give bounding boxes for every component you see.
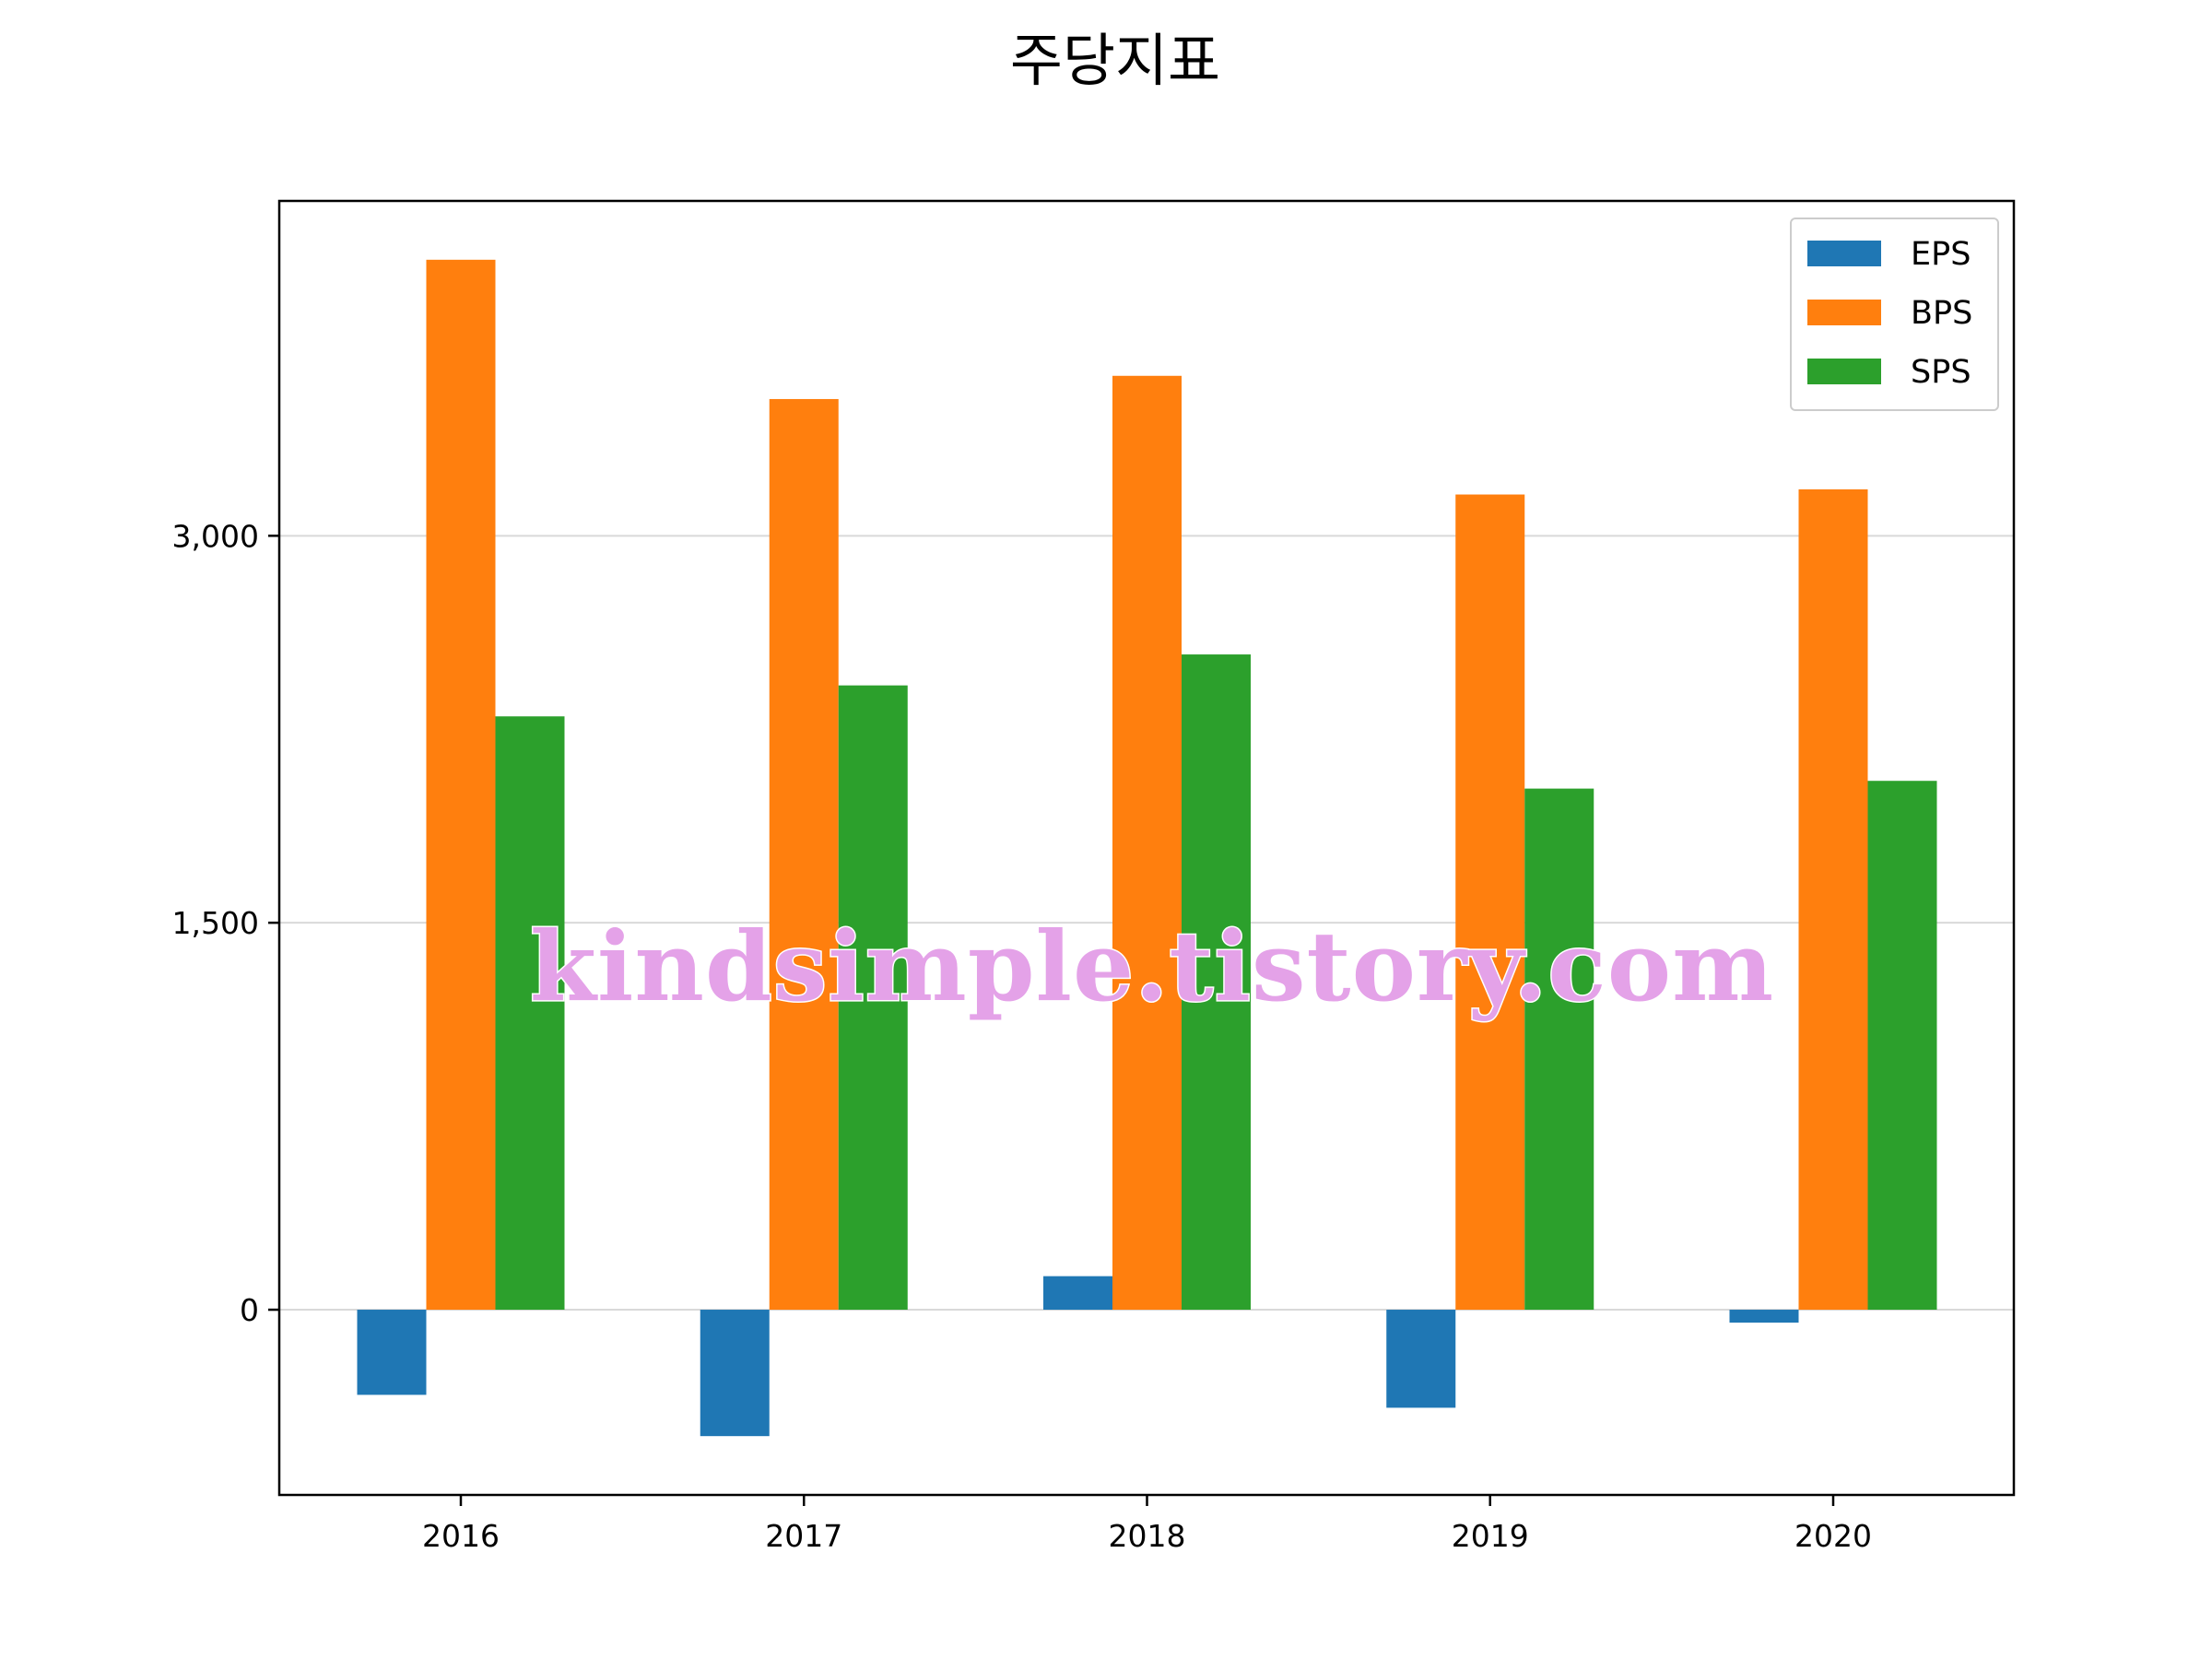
bar-bps-2019 xyxy=(1455,494,1525,1311)
bar-sps-2018 xyxy=(1182,654,1251,1311)
x-tick-label: 2020 xyxy=(1794,1518,1872,1554)
legend-swatch-eps xyxy=(1807,241,1881,266)
x-tick-label: 2019 xyxy=(1452,1518,1529,1554)
bar-sps-2017 xyxy=(838,685,908,1311)
bar-sps-2020 xyxy=(1867,781,1937,1311)
chart-title: 주당지표 xyxy=(1010,27,1220,94)
y-tick-label: 1,500 xyxy=(172,905,259,941)
bar-eps-2016 xyxy=(357,1310,427,1395)
bar-eps-2020 xyxy=(1729,1310,1799,1324)
y-tick-label: 0 xyxy=(240,1292,259,1328)
bar-bps-2017 xyxy=(769,398,839,1311)
legend-label-sps: SPS xyxy=(1911,354,1971,391)
legend-label-eps: EPS xyxy=(1911,236,1971,273)
legend: EPS BPS SPS xyxy=(1790,218,1999,411)
legend-swatch-sps xyxy=(1807,359,1881,384)
x-tick-label: 2018 xyxy=(1109,1518,1186,1554)
bar-eps-2018 xyxy=(1043,1276,1112,1311)
x-tick-label: 2017 xyxy=(765,1518,842,1554)
bar-eps-2017 xyxy=(700,1310,770,1437)
axes-layer: 0 1,500 3,000 2016 2017 2018 2019 2020 xyxy=(172,518,1872,1554)
legend-label-bps: BPS xyxy=(1911,295,1972,332)
bars-layer xyxy=(357,259,1937,1437)
bar-bps-2020 xyxy=(1798,488,1868,1311)
watermark-text: kindsimple.tistory.com xyxy=(530,910,1774,1023)
bar-bps-2018 xyxy=(1112,375,1182,1311)
y-tick-label: 3,000 xyxy=(172,518,259,554)
bar-bps-2016 xyxy=(426,259,496,1311)
bar-sps-2019 xyxy=(1524,788,1594,1311)
x-tick-label: 2016 xyxy=(422,1518,500,1554)
bar-sps-2016 xyxy=(495,716,565,1311)
legend-swatch-bps xyxy=(1807,300,1881,325)
bar-eps-2019 xyxy=(1386,1310,1456,1408)
